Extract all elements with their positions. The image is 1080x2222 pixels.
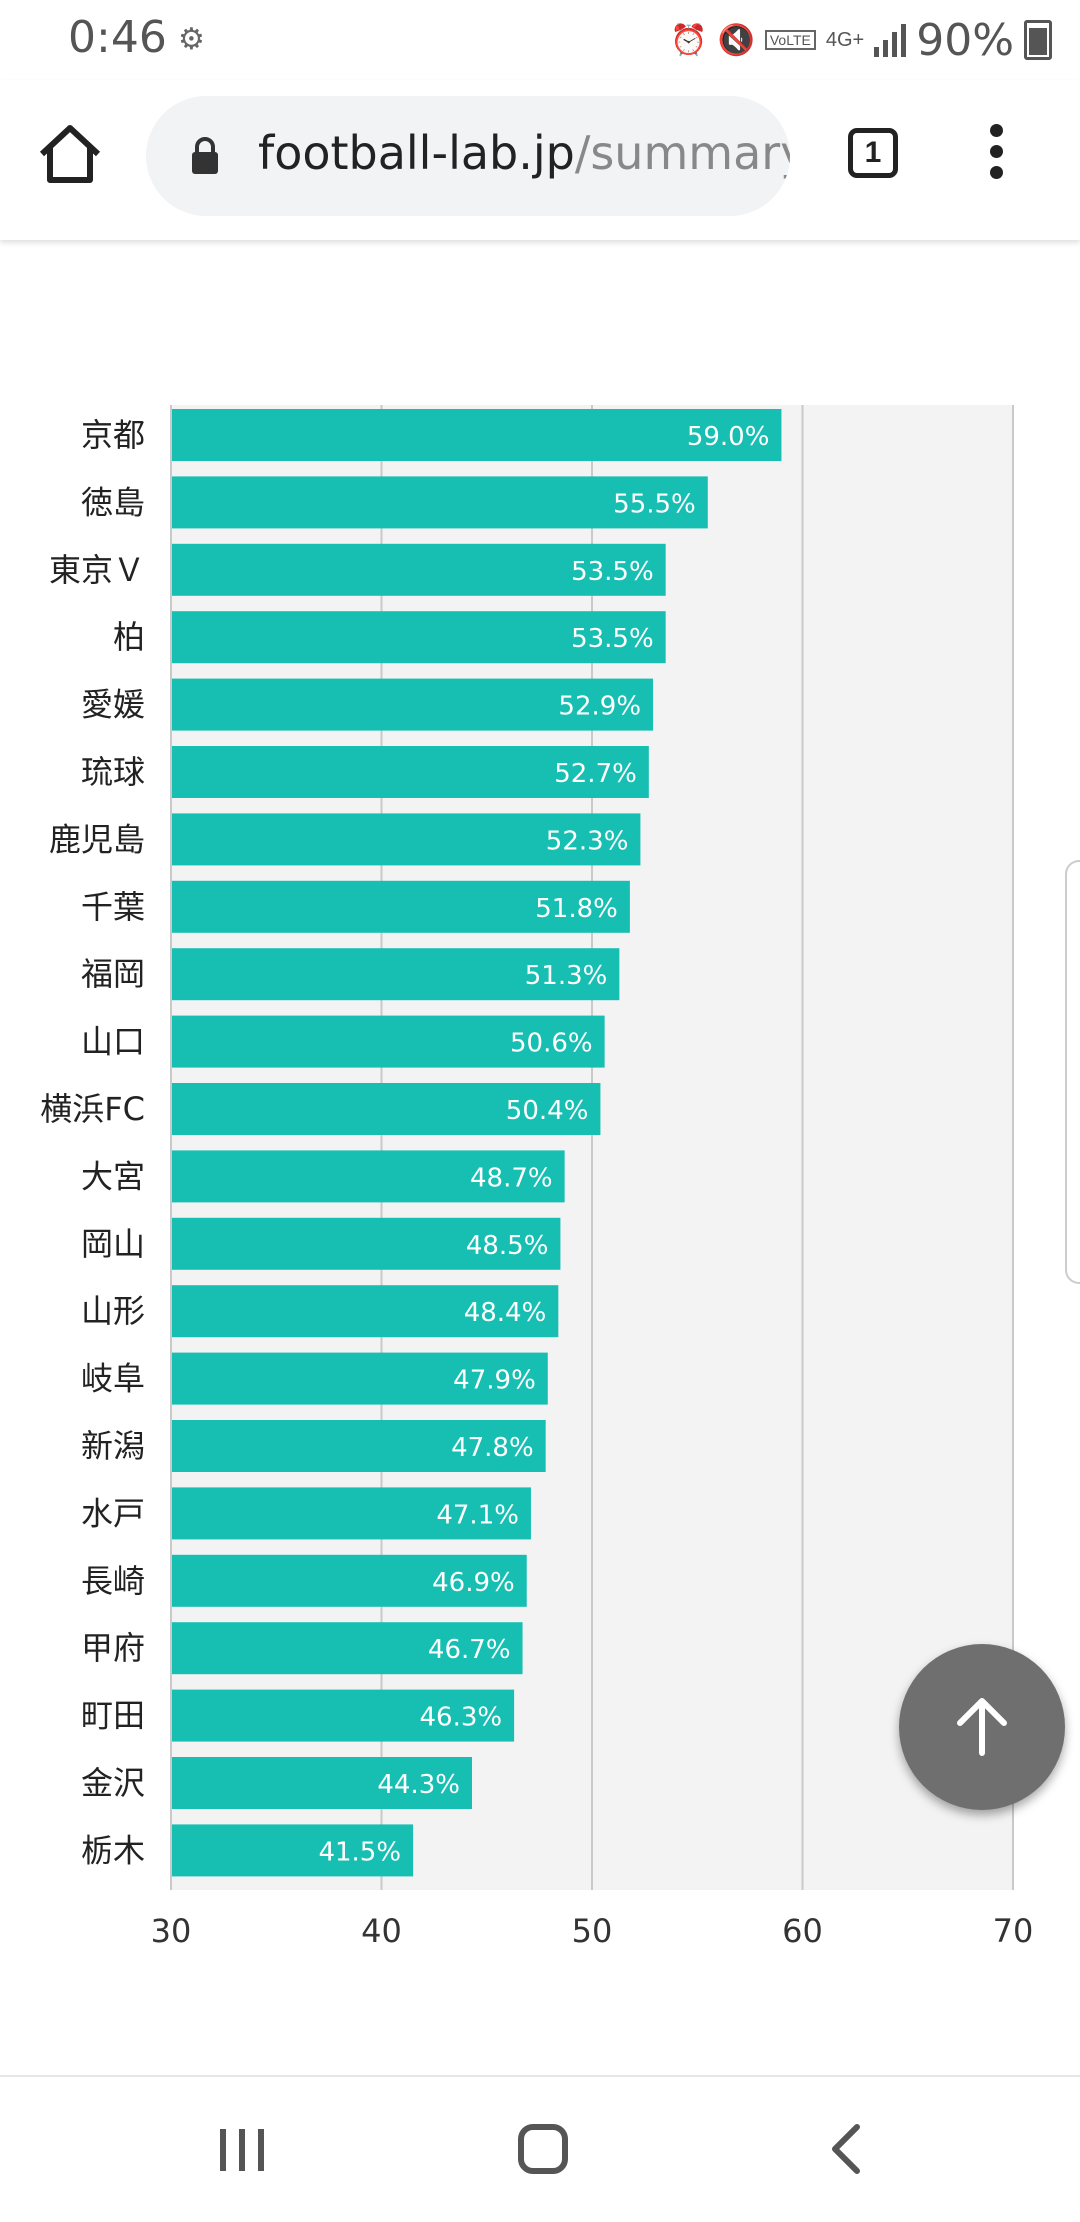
category-label: 徳島 xyxy=(81,483,145,521)
status-icons: ⏰ 🔇 VoLTE 4G+ 90% xyxy=(670,12,1052,68)
bar xyxy=(171,409,782,461)
data-label: 52.7% xyxy=(554,759,637,789)
x-tick-label: 50 xyxy=(572,1912,613,1950)
category-label: 鹿児島 xyxy=(49,820,145,858)
data-label: 55.5% xyxy=(613,489,696,519)
category-label: 甲府 xyxy=(81,1629,145,1667)
bar xyxy=(171,1285,559,1338)
bar xyxy=(171,1554,527,1607)
category-label: 福岡 xyxy=(81,955,145,993)
bar xyxy=(171,813,641,866)
bar xyxy=(171,1487,531,1540)
category-label: 愛媛 xyxy=(81,686,145,724)
category-label: 山形 xyxy=(81,1292,145,1330)
scroll-to-top-button[interactable] xyxy=(899,1644,1065,1810)
category-label: 千葉 xyxy=(81,888,145,926)
bar xyxy=(171,1622,523,1675)
edge-panel-handle[interactable] xyxy=(1065,860,1080,1284)
bar xyxy=(171,1083,601,1135)
category-label: 山口 xyxy=(81,1023,145,1061)
network-type: 4G+ xyxy=(825,29,865,51)
x-tick-label: 30 xyxy=(151,1912,192,1950)
data-label: 44.3% xyxy=(377,1770,460,1800)
data-label: 53.5% xyxy=(571,557,654,587)
data-label: 50.6% xyxy=(510,1029,593,1059)
bar xyxy=(171,1217,561,1270)
home-icon[interactable] xyxy=(34,118,106,190)
back-button[interactable] xyxy=(785,2077,905,2222)
bar xyxy=(171,1015,605,1068)
category-label: 新潟 xyxy=(81,1427,145,1465)
bar xyxy=(171,1420,546,1472)
status-time: 0:46 xyxy=(68,12,167,63)
volte-badge: VoLTE xyxy=(764,30,816,50)
data-label: 52.3% xyxy=(546,826,629,856)
battery-icon xyxy=(1024,20,1052,60)
data-label: 48.5% xyxy=(466,1231,549,1261)
category-label: 岡山 xyxy=(81,1225,145,1263)
category-label: 栃木 xyxy=(81,1831,145,1869)
category-label: 長崎 xyxy=(81,1562,145,1600)
home-button[interactable] xyxy=(483,2077,603,2222)
x-tick-label: 70 xyxy=(993,1912,1034,1950)
bar xyxy=(171,678,654,731)
bar xyxy=(171,543,666,596)
lock-icon xyxy=(192,137,218,174)
bar xyxy=(171,611,666,664)
category-label: 岐阜 xyxy=(81,1360,145,1398)
more-menu-icon[interactable] xyxy=(984,124,1008,184)
bar xyxy=(171,1757,473,1809)
tab-switcher-button[interactable]: 1 xyxy=(848,128,898,178)
bar xyxy=(171,1150,565,1203)
bar xyxy=(171,880,630,933)
data-label: 41.5% xyxy=(318,1837,401,1867)
category-label: 柏 xyxy=(113,618,145,656)
x-tick-label: 40 xyxy=(361,1912,402,1950)
category-label: 町田 xyxy=(81,1697,145,1735)
data-label: 47.8% xyxy=(451,1433,534,1463)
alarm-icon: ⏰ xyxy=(670,22,708,58)
status-bar: 0:46 ⚙ ⏰ 🔇 VoLTE 4G+ 90% xyxy=(0,0,1080,80)
data-label: 47.1% xyxy=(436,1500,519,1530)
url-text: football-lab.jp/summary xyxy=(258,126,790,180)
data-label: 46.9% xyxy=(432,1568,515,1598)
data-label: 47.9% xyxy=(453,1366,536,1396)
url-path: /summary xyxy=(574,126,790,180)
data-label: 46.3% xyxy=(420,1703,503,1733)
recent-apps-button[interactable] xyxy=(182,2077,302,2222)
bar xyxy=(171,948,620,1001)
data-label: 48.7% xyxy=(470,1163,553,1193)
category-label: 琉球 xyxy=(81,753,145,791)
mute-icon: 🔇 xyxy=(717,22,755,58)
address-bar[interactable]: football-lab.jp/summary xyxy=(146,96,790,216)
battery-percent: 90% xyxy=(916,14,1014,66)
data-label: 46.7% xyxy=(428,1635,511,1665)
data-label: 51.3% xyxy=(525,961,608,991)
category-label: 大宮 xyxy=(81,1157,145,1195)
system-nav-bar xyxy=(0,2075,1080,2222)
category-label: 水戸 xyxy=(81,1494,145,1532)
data-label: 59.0% xyxy=(687,422,770,452)
location-settings-icon: ⚙ xyxy=(178,22,205,57)
bar xyxy=(171,746,649,798)
category-label: 京都 xyxy=(81,416,145,454)
data-label: 51.8% xyxy=(535,894,618,924)
browser-toolbar: football-lab.jp/summary 1 xyxy=(0,80,1080,240)
category-label: 金沢 xyxy=(81,1764,145,1802)
bar xyxy=(171,1824,414,1877)
arrow-up-icon xyxy=(957,1698,1007,1756)
category-label: 東京Ｖ xyxy=(49,551,145,589)
bar xyxy=(171,1352,548,1405)
x-tick-label: 60 xyxy=(782,1912,823,1950)
bar-chart: 30 40 50 60 70 59.0% 京都 55.5% 徳島 53.5% 東京Ｖ 53.5% 柏 52… xyxy=(40,405,1034,1950)
category-label: 横浜FC xyxy=(40,1090,145,1128)
data-label: 53.5% xyxy=(571,624,654,654)
bar xyxy=(171,476,708,529)
data-label: 50.4% xyxy=(506,1096,589,1126)
signal-icon xyxy=(874,23,907,57)
data-label: 48.4% xyxy=(464,1298,547,1328)
data-label: 52.9% xyxy=(558,692,641,722)
bar xyxy=(171,1689,515,1742)
url-host: football-lab.jp xyxy=(258,126,575,180)
